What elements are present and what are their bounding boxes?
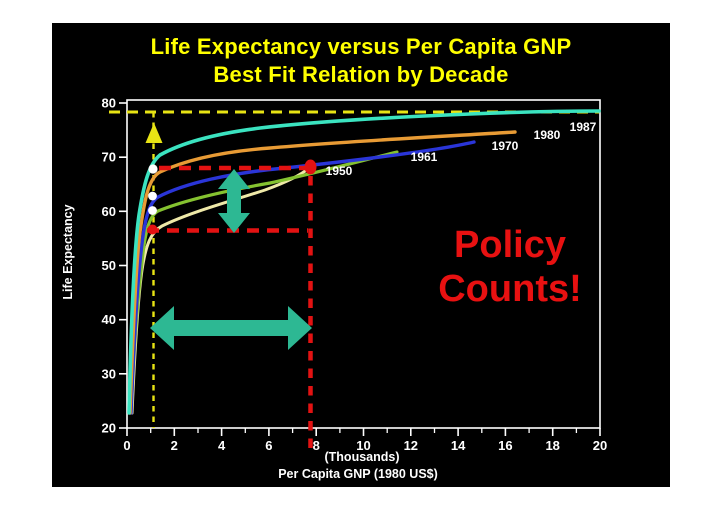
x-tick-6: 6 bbox=[265, 438, 272, 453]
marker-1970-at-1k bbox=[148, 191, 157, 201]
x-tick-0: 0 bbox=[123, 438, 130, 453]
policy-line1: Policy bbox=[454, 224, 566, 266]
yellow-up-arrow bbox=[145, 123, 163, 143]
policy-line2: Counts! bbox=[438, 268, 582, 310]
x-axis-labels: 0 2 4 6 8 10 12 14 16 18 20 bbox=[123, 438, 607, 453]
marker-1980-at-1k bbox=[148, 164, 158, 174]
x-axis-major-ticks bbox=[126, 428, 601, 436]
curve-1950 bbox=[130, 166, 311, 415]
y-axis-labels: 20 30 40 50 60 70 80 bbox=[102, 96, 116, 436]
curve-1970 bbox=[129, 140, 476, 415]
y-tick-20: 20 bbox=[102, 421, 116, 436]
x-tick-4: 4 bbox=[218, 438, 226, 453]
curve-1980 bbox=[128, 130, 517, 415]
slide-title-line2: Best Fit Relation by Decade bbox=[213, 62, 509, 87]
marker-1961-at-1k bbox=[148, 206, 157, 215]
x-tick-8: 8 bbox=[313, 438, 320, 453]
horizontal-double-arrow bbox=[150, 306, 312, 350]
y-tick-50: 50 bbox=[102, 258, 116, 273]
x-tick-20: 20 bbox=[593, 438, 607, 453]
x-tick-10: 10 bbox=[356, 438, 370, 453]
y-tick-60: 60 bbox=[102, 204, 116, 219]
y-tick-80: 80 bbox=[102, 96, 116, 111]
x-tick-14: 14 bbox=[451, 438, 466, 453]
slide-title-line1: Life Expectancy versus Per Capita GNP bbox=[150, 34, 572, 59]
marker-1950-at-1k bbox=[147, 224, 158, 235]
label-1961: 1961 bbox=[411, 150, 438, 164]
y-axis-title: Life Expectancy bbox=[61, 204, 75, 299]
curve-1987 bbox=[127, 109, 601, 415]
vertical-double-arrow bbox=[218, 169, 250, 233]
x-axis-units-label: (Thousands) bbox=[325, 450, 400, 464]
x-axis-title: Per Capita GNP (1980 US$) bbox=[278, 467, 438, 481]
label-1970: 1970 bbox=[492, 139, 519, 153]
marker-1950-endpoint bbox=[304, 159, 317, 175]
label-1950: 1950 bbox=[326, 164, 353, 178]
plot-frame bbox=[126, 99, 601, 429]
x-tick-12: 12 bbox=[404, 438, 418, 453]
curve-labels: 1950 1961 1970 1980 1987 bbox=[326, 120, 597, 178]
x-tick-16: 16 bbox=[498, 438, 512, 453]
x-axis-minor-ticks bbox=[150, 428, 578, 433]
label-1980: 1980 bbox=[534, 128, 561, 142]
x-tick-2: 2 bbox=[171, 438, 178, 453]
y-tick-40: 40 bbox=[102, 312, 116, 327]
slide-title: Life Expectancy versus Per Capita GNP Be… bbox=[52, 33, 670, 89]
y-tick-70: 70 bbox=[102, 150, 116, 165]
y-tick-30: 30 bbox=[102, 366, 116, 381]
y-axis-ticks bbox=[119, 102, 127, 429]
label-1987: 1987 bbox=[570, 120, 597, 134]
x-tick-18: 18 bbox=[545, 438, 559, 453]
policy-counts-annotation: Policy Counts! bbox=[400, 223, 620, 311]
